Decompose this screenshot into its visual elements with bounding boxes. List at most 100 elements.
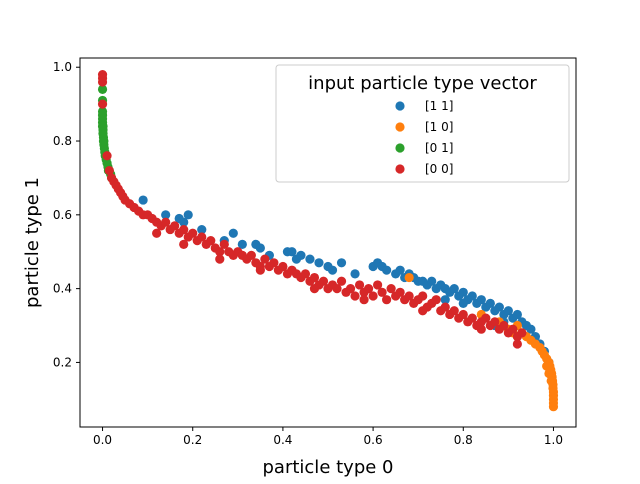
legend-marker [395,122,405,132]
x-tick-label: 0.4 [273,433,292,447]
data-point [104,165,114,176]
data-point [418,291,428,301]
legend-label: [0 1] [425,141,453,155]
data-point [476,324,486,334]
data-point [278,261,288,272]
data-point [418,306,428,316]
data-point [138,195,148,205]
data-point [97,99,108,109]
data-point [179,224,189,235]
data-point [99,136,109,146]
data-point [499,320,509,331]
points-layer [97,70,559,412]
data-point [102,151,112,161]
data-point [309,272,320,283]
legend-items: [1 1] [1 0] [0 1] [0 0] [395,99,453,176]
y-tick-label: 0.6 [53,208,72,222]
data-point [170,221,180,231]
legend-marker [395,101,405,111]
data-point [458,298,468,308]
data-point [161,217,171,227]
data-point [215,247,225,257]
data-point [183,210,193,220]
data-point [368,291,378,301]
legend-marker [395,143,405,153]
x-tick-label: 0.8 [454,433,473,447]
data-point [359,295,369,305]
data-point [546,376,556,386]
data-point [481,313,491,323]
data-point [97,84,108,94]
data-point [363,284,374,294]
data-point [296,250,306,261]
data-point [354,280,365,290]
data-point [228,228,238,238]
data-point [179,217,189,227]
data-point [449,284,459,294]
x-axis-label: particle type 0 [263,457,394,478]
data-point [350,269,360,279]
data-point [255,243,265,253]
plot-frame [79,57,577,428]
data-point [98,121,108,131]
data-point [237,239,247,249]
data-point [404,291,414,301]
data-point [382,295,392,305]
data-point [269,258,279,268]
y-tick-label: 0.4 [53,282,72,296]
data-point [345,284,356,294]
data-point [188,228,198,238]
data-point [336,258,347,268]
data-point [476,295,486,305]
data-point [197,232,207,242]
data-point [260,254,270,264]
data-point [526,324,536,334]
data-point [395,287,405,297]
data-point [404,272,414,283]
data-point [431,295,441,305]
data-point [467,313,477,323]
data-point [152,228,162,238]
data-point [309,284,320,294]
data-point [305,254,315,264]
legend-box [275,64,570,183]
data-point [219,239,229,249]
y-axis-ticks: 0.2 0.4 0.6 0.8 1.0 [53,60,80,369]
data-point [206,236,216,246]
data-point [458,309,468,320]
data-point [246,250,256,261]
data-point [395,265,405,275]
data-point [97,110,108,120]
legend: input particle type vector [1 1] [1 0] [0 … [275,64,570,183]
data-point [336,276,347,286]
data-point [97,77,108,87]
data-point [440,302,450,312]
y-axis-label: particle type 1 [22,177,43,308]
data-point [485,298,495,308]
x-axis-ticks: 0.0 0.2 0.4 0.6 0.8 1.0 [93,427,563,447]
y-tick-label: 0.2 [53,355,72,369]
data-point [382,265,392,275]
legend-marker [395,164,405,174]
legend-label: [0 0] [425,162,453,176]
data-point [512,309,522,320]
data-point [512,339,522,349]
data-point [440,295,450,305]
data-point [377,287,387,297]
data-point [327,265,338,275]
legend-title: input particle type vector [308,73,537,94]
legend-label: [1 1] [425,99,453,113]
data-point [467,291,477,301]
data-point [508,324,518,334]
data-point [386,284,396,294]
data-point [179,239,189,249]
data-point [458,287,468,297]
data-point [544,368,554,379]
x-tick-label: 1.0 [544,433,563,447]
x-tick-label: 0.0 [93,433,112,447]
data-point [215,254,225,264]
data-point [161,210,171,220]
data-point [350,291,360,301]
